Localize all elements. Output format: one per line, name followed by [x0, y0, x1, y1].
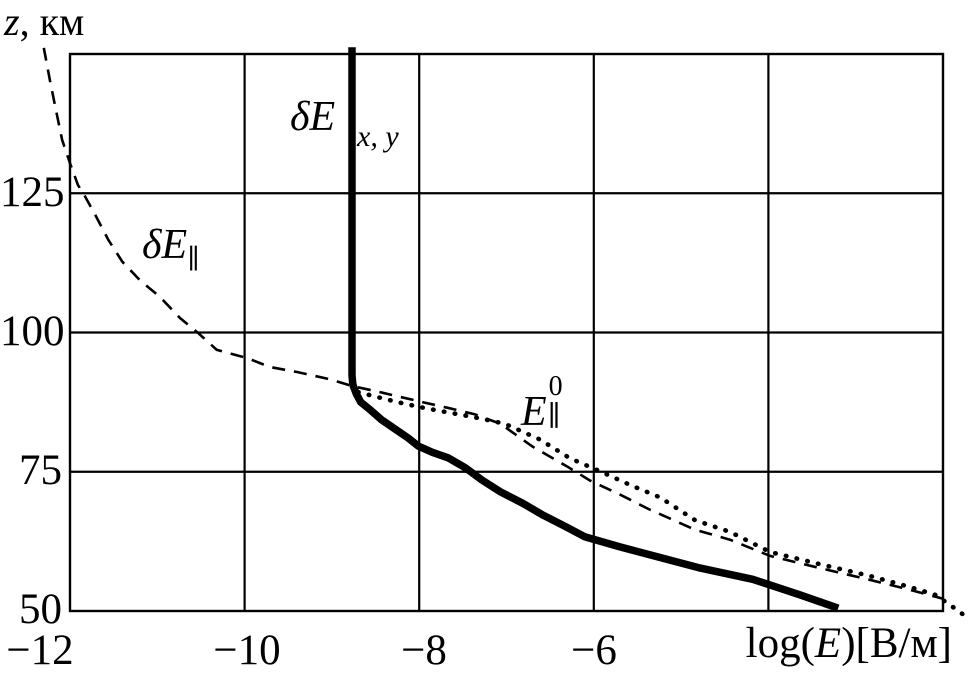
x-tick-neg8: −8 [401, 627, 447, 674]
y-tick-100: 100 [0, 308, 65, 355]
y-axis-title: z, км [4, 2, 84, 42]
y-axis-variable: z [4, 0, 20, 44]
x-tick-neg6: −6 [571, 627, 617, 674]
x-axis-title-suffix: )[В/м] [841, 620, 952, 667]
x-axis-variable: E [814, 620, 842, 667]
label-deltaE-xy: δE [290, 94, 336, 140]
plot-frame [68, 52, 945, 613]
x-axis-title: log(E)[В/м] [700, 622, 952, 665]
label-E-parallel-0-scripts: 0 ∥ [547, 373, 571, 439]
label-E-parallel-0-subscript: ∥ [547, 401, 561, 432]
y-axis-unit: , км [19, 0, 85, 44]
x-axis-title-prefix: log( [745, 620, 815, 667]
x-tick-neg12: −12 [6, 627, 74, 674]
label-deltaE-parallel: δE∥ [142, 222, 200, 273]
curve-E-parallel-0 [355, 389, 971, 622]
curve-deltaE-parallel [42, 47, 944, 600]
label-E-parallel-0: E 0 ∥ [521, 373, 571, 439]
x-tick-neg10: −10 [213, 627, 281, 674]
y-tick-125: 125 [0, 169, 65, 216]
label-deltaE-xy-subscript: x, y [357, 120, 399, 153]
label-deltaE-parallel-subscript: ∥ [187, 244, 200, 274]
label-E-parallel-0-main: E [521, 389, 547, 435]
y-tick-50: 50 [19, 586, 62, 633]
label-deltaE-parallel-main: δE [142, 222, 188, 268]
curve-deltaE-xy [348, 47, 840, 612]
y-tick-75: 75 [19, 447, 62, 494]
label-E-parallel-0-superscript: 0 [548, 371, 563, 402]
